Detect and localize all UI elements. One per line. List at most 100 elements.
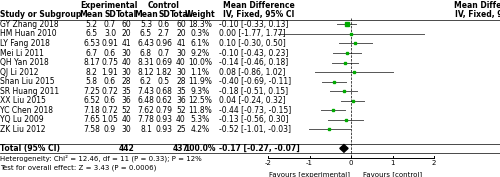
Text: -1: -1 bbox=[306, 160, 313, 166]
Text: Mei Li 2011: Mei Li 2011 bbox=[0, 48, 44, 58]
Text: Weight: Weight bbox=[184, 10, 216, 19]
Text: 0.6: 0.6 bbox=[104, 96, 116, 105]
Text: 40: 40 bbox=[176, 115, 186, 124]
Text: 2.7: 2.7 bbox=[158, 29, 170, 38]
Text: SD: SD bbox=[158, 10, 170, 19]
Text: Control: Control bbox=[148, 1, 180, 10]
Text: 0.08 [-0.86, 1.02]: 0.08 [-0.86, 1.02] bbox=[219, 68, 286, 77]
Text: 3.0: 3.0 bbox=[104, 29, 116, 38]
Text: 5.3%: 5.3% bbox=[190, 115, 210, 124]
Text: Favours [experimental]: Favours [experimental] bbox=[269, 171, 350, 177]
Text: 5.3: 5.3 bbox=[140, 20, 152, 29]
Text: 0.93: 0.93 bbox=[156, 115, 172, 124]
Text: 1.05: 1.05 bbox=[102, 115, 118, 124]
Text: HM Huan 2010: HM Huan 2010 bbox=[0, 29, 57, 38]
Text: 6.52: 6.52 bbox=[83, 96, 100, 105]
Text: -0.10 [-0.43, 0.23]: -0.10 [-0.43, 0.23] bbox=[219, 48, 288, 58]
Text: 8.17: 8.17 bbox=[83, 58, 100, 67]
Text: 9.3%: 9.3% bbox=[190, 87, 210, 96]
Text: 0.9: 0.9 bbox=[104, 125, 116, 134]
Text: XX Liu 2015: XX Liu 2015 bbox=[0, 96, 46, 105]
Text: -0.14 [-0.46, 0.18]: -0.14 [-0.46, 0.18] bbox=[219, 58, 288, 67]
Text: 0.6: 0.6 bbox=[158, 20, 170, 29]
Text: Mean: Mean bbox=[134, 10, 158, 19]
Text: 0.69: 0.69 bbox=[156, 58, 172, 67]
Text: 1.91: 1.91 bbox=[102, 68, 118, 77]
Text: 442: 442 bbox=[118, 144, 134, 153]
Text: QJ Li 2012: QJ Li 2012 bbox=[0, 68, 39, 77]
Text: 7.18: 7.18 bbox=[83, 106, 100, 115]
Text: 9.2%: 9.2% bbox=[190, 48, 210, 58]
Text: 6.48: 6.48 bbox=[138, 96, 154, 105]
Text: 5.2: 5.2 bbox=[86, 20, 98, 29]
Text: 52: 52 bbox=[122, 106, 132, 115]
Text: Mean: Mean bbox=[80, 10, 104, 19]
Text: 7.65: 7.65 bbox=[83, 115, 100, 124]
Text: 36: 36 bbox=[122, 96, 132, 105]
Text: 0.75: 0.75 bbox=[102, 58, 118, 67]
Text: Test for overall effect: Z = 3.43 (P = 0.0006): Test for overall effect: Z = 3.43 (P = 0… bbox=[0, 164, 157, 171]
Text: 4.2%: 4.2% bbox=[190, 125, 210, 134]
Text: 8.2: 8.2 bbox=[86, 68, 98, 77]
Text: QH Yan 2018: QH Yan 2018 bbox=[0, 58, 49, 67]
Text: 0.91: 0.91 bbox=[102, 39, 118, 48]
Polygon shape bbox=[340, 145, 348, 152]
Text: 0.5: 0.5 bbox=[158, 77, 170, 86]
Text: 6.43: 6.43 bbox=[138, 39, 154, 48]
Text: YQ Lu 2009: YQ Lu 2009 bbox=[0, 115, 44, 124]
Text: YC Chen 2018: YC Chen 2018 bbox=[0, 106, 54, 115]
Text: 35: 35 bbox=[122, 87, 132, 96]
Text: SD: SD bbox=[104, 10, 116, 19]
Text: SR Huang 2011: SR Huang 2011 bbox=[0, 87, 60, 96]
Text: 36: 36 bbox=[176, 96, 186, 105]
Text: 11.8%: 11.8% bbox=[188, 106, 212, 115]
Text: 6.5: 6.5 bbox=[140, 29, 152, 38]
Text: 25: 25 bbox=[176, 125, 186, 134]
Text: 30: 30 bbox=[122, 68, 132, 77]
Text: 7.78: 7.78 bbox=[138, 115, 154, 124]
Text: 6.1%: 6.1% bbox=[190, 39, 210, 48]
Text: 30: 30 bbox=[122, 125, 132, 134]
Text: 11.9%: 11.9% bbox=[188, 77, 212, 86]
Text: -2: -2 bbox=[264, 160, 272, 166]
Text: 52: 52 bbox=[176, 106, 186, 115]
Text: Mean Difference: Mean Difference bbox=[454, 1, 500, 10]
Text: ZK Liu 2012: ZK Liu 2012 bbox=[0, 125, 46, 134]
Text: 6.7: 6.7 bbox=[86, 48, 98, 58]
Text: 12.5%: 12.5% bbox=[188, 96, 212, 105]
Text: 8.12: 8.12 bbox=[138, 68, 154, 77]
Text: -0.52 [-1.01, -0.03]: -0.52 [-1.01, -0.03] bbox=[219, 125, 291, 134]
Text: 40: 40 bbox=[122, 115, 132, 124]
Text: 5.8: 5.8 bbox=[86, 77, 98, 86]
Text: 7.43: 7.43 bbox=[138, 87, 154, 96]
Text: 0.6: 0.6 bbox=[104, 48, 116, 58]
Text: 0.62: 0.62 bbox=[156, 96, 172, 105]
Text: Favours [control]: Favours [control] bbox=[363, 171, 422, 177]
Text: -0.13 [-0.56, 0.30]: -0.13 [-0.56, 0.30] bbox=[219, 115, 288, 124]
Text: Shan Liu 2015: Shan Liu 2015 bbox=[0, 77, 55, 86]
Text: Heterogeneity: Chi² = 12.46, df = 11 (P = 0.33); P = 12%: Heterogeneity: Chi² = 12.46, df = 11 (P … bbox=[0, 154, 202, 162]
Text: 40: 40 bbox=[176, 58, 186, 67]
Text: 0.79: 0.79 bbox=[156, 106, 172, 115]
Text: 6.8: 6.8 bbox=[140, 48, 152, 58]
Text: 0.3%: 0.3% bbox=[190, 29, 210, 38]
Text: Mean Difference: Mean Difference bbox=[223, 1, 295, 10]
Text: Total: Total bbox=[116, 10, 137, 19]
Text: 60: 60 bbox=[176, 20, 186, 29]
Text: 41: 41 bbox=[122, 39, 132, 48]
Text: 1.1%: 1.1% bbox=[190, 68, 210, 77]
Text: 0.93: 0.93 bbox=[156, 125, 172, 134]
Text: GY Zhang 2018: GY Zhang 2018 bbox=[0, 20, 59, 29]
Text: Total: Total bbox=[170, 10, 192, 19]
Text: 6.2: 6.2 bbox=[140, 77, 152, 86]
Text: 18.3%: 18.3% bbox=[188, 20, 212, 29]
Text: -0.17 [-0.27, -0.07]: -0.17 [-0.27, -0.07] bbox=[219, 144, 300, 153]
Text: -0.40 [-0.69, -0.11]: -0.40 [-0.69, -0.11] bbox=[219, 77, 291, 86]
Text: 0.04 [-0.24, 0.32]: 0.04 [-0.24, 0.32] bbox=[219, 96, 286, 105]
Text: 0.00 [-1.77, 1.77]: 0.00 [-1.77, 1.77] bbox=[219, 29, 286, 38]
Text: 0.68: 0.68 bbox=[156, 87, 172, 96]
Text: 10.0%: 10.0% bbox=[188, 58, 212, 67]
Text: 0.96: 0.96 bbox=[156, 39, 172, 48]
Text: 0.7: 0.7 bbox=[158, 48, 170, 58]
Text: 0: 0 bbox=[349, 160, 353, 166]
